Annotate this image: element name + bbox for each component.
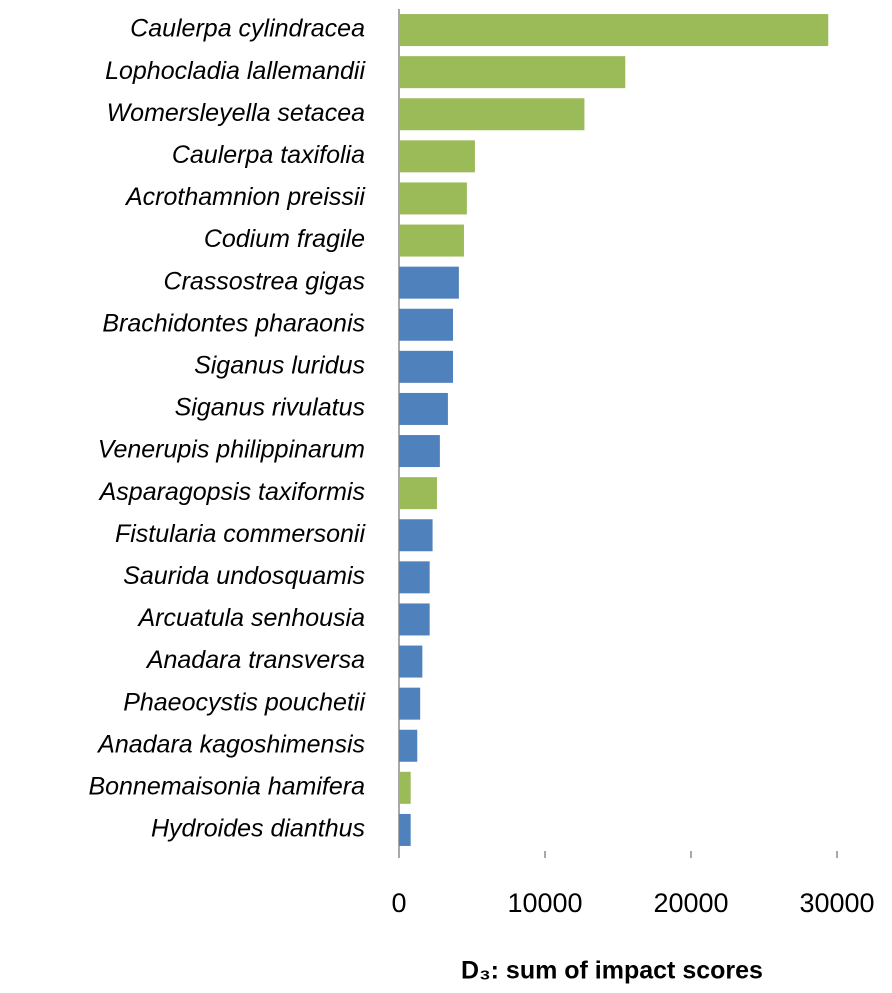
bar	[399, 771, 411, 804]
bar	[399, 224, 464, 257]
y-tick-label: Womersleyella setacea	[107, 99, 366, 127]
y-tick-label: Codium fragile	[204, 225, 365, 253]
y-tick-label: Asparagopsis taxiformis	[98, 478, 365, 506]
y-tick-label: Phaeocystis pouchetii	[123, 688, 366, 716]
x-tick-label: 30000	[799, 888, 874, 918]
bar	[399, 813, 411, 846]
y-tick-label: Caulerpa taxifolia	[172, 141, 365, 169]
y-tick-label: Crassostrea gigas	[164, 267, 365, 295]
x-tick-label: 0	[391, 888, 406, 918]
y-tick-label: Lophocladia lallemandii	[105, 57, 366, 85]
y-tick-label: Fistularia commersonii	[115, 520, 367, 548]
bar	[399, 98, 585, 131]
y-tick-label: Anadara kagoshimensis	[96, 730, 365, 758]
bar	[399, 266, 459, 299]
bar	[399, 140, 475, 173]
bar	[399, 182, 467, 215]
x-tick-label: 20000	[653, 888, 728, 918]
y-tick-label: Acrothamnion preissii	[124, 183, 366, 211]
bar	[399, 308, 454, 341]
y-tick-label: Brachidontes pharaonis	[102, 309, 365, 337]
y-tick-label: Hydroides dianthus	[151, 815, 365, 843]
bar	[399, 687, 421, 720]
bar	[399, 477, 437, 510]
bar	[399, 645, 423, 678]
bar	[399, 350, 454, 383]
y-tick-label: Caulerpa cylindracea	[130, 15, 365, 43]
y-tick-label: Venerupis philippinarum	[98, 436, 365, 464]
x-axis-title: D₃: sum of impact scores	[461, 957, 763, 985]
bar	[399, 14, 829, 47]
bar	[399, 519, 433, 552]
bar	[399, 392, 448, 425]
y-tick-label: Siganus luridus	[194, 351, 365, 379]
y-tick-label: Siganus rivulatus	[175, 394, 365, 422]
y-tick-label: Arcuatula senhousia	[136, 604, 365, 632]
y-tick-label: Bonnemaisonia hamifera	[88, 772, 365, 800]
bar	[399, 561, 430, 594]
y-tick-label: Anadara transversa	[145, 646, 365, 674]
bar	[399, 729, 418, 762]
bar	[399, 603, 430, 636]
y-tick-label: Saurida undosquamis	[123, 562, 365, 590]
x-tick-label: 10000	[507, 888, 582, 918]
bar	[399, 56, 626, 89]
bar	[399, 435, 440, 468]
